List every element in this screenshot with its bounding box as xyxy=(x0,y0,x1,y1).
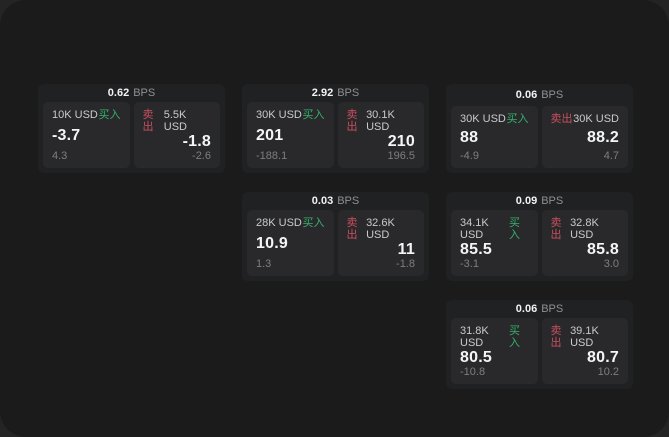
buy-price: 10.9 xyxy=(256,235,288,252)
sell-panel[interactable]: 卖出 32.6K USD 11 -1.8 xyxy=(337,210,424,276)
buy-label: 买入 xyxy=(508,325,520,349)
buy-sub-value: 4.3 xyxy=(52,150,68,162)
sell-price: 210 xyxy=(387,133,415,150)
sell-sub-value: 196.5 xyxy=(387,150,415,162)
quote-card-1: 0.62 BPS 10K USD 买入 -3.7 4.3 卖出 5.5K USD… xyxy=(38,84,225,173)
sell-label: 卖出 xyxy=(346,217,358,241)
sell-size: 32.8K USD xyxy=(570,217,599,241)
sell-sub-value: 3.0 xyxy=(603,258,619,270)
sell-sub-value: -1.8 xyxy=(396,258,415,270)
bps-value: 0.03 xyxy=(311,195,334,207)
buy-price: 88 xyxy=(460,129,479,146)
buy-price: 85.5 xyxy=(460,241,492,258)
buy-size: 31.8K USD xyxy=(460,325,489,349)
buy-size: 30K USD xyxy=(460,113,506,125)
sell-panel[interactable]: 卖出 30K USD 88.2 4.7 xyxy=(541,106,628,168)
bps-header: 0.03 BPS xyxy=(242,192,429,210)
sell-panel[interactable]: 卖出 30.1K USD 210 196.5 xyxy=(337,102,424,168)
buy-panel[interactable]: 30K USD 买入 201 -188.1 xyxy=(247,102,334,168)
buy-sub-value: -10.8 xyxy=(460,366,486,378)
sell-panel[interactable]: 卖出 32.8K USD 85.8 3.0 xyxy=(541,210,628,276)
bps-header: 0.09 BPS xyxy=(446,192,633,210)
sell-price: 11 xyxy=(397,241,415,258)
sell-sub-value: -2.6 xyxy=(192,150,211,162)
bps-value: 0.09 xyxy=(515,195,538,207)
bps-header: 0.06 BPS xyxy=(446,300,633,318)
quote-card-6: 0.06 BPS 31.8K USD 买入 80.5 -10.8 卖出 39.1… xyxy=(446,300,633,389)
bps-header: 0.06 BPS xyxy=(446,84,633,106)
sell-label: 卖出 xyxy=(550,217,562,241)
buy-panel[interactable]: 10K USD 买入 -3.7 4.3 xyxy=(43,102,130,168)
sell-label: 卖出 xyxy=(550,113,573,125)
buy-sub-value: -3.1 xyxy=(460,258,479,270)
buy-panel[interactable]: 31.8K USD 买入 80.5 -10.8 xyxy=(451,318,538,384)
quote-card-body: 31.8K USD 买入 80.5 -10.8 卖出 39.1K USD 80.… xyxy=(446,318,633,389)
bps-unit-label: BPS xyxy=(133,87,156,99)
sell-size: 5.5K USD xyxy=(163,109,187,133)
bps-value: 0.06 xyxy=(515,89,538,101)
sell-price: 88.2 xyxy=(587,129,619,146)
bps-unit-label: BPS xyxy=(337,195,360,207)
bps-header: 2.92 BPS xyxy=(242,84,429,102)
bps-unit-label: BPS xyxy=(337,87,360,99)
quote-card-body: 28K USD 买入 10.9 1.3 卖出 32.6K USD 11 -1.8 xyxy=(242,210,429,281)
buy-size: 10K USD xyxy=(52,109,98,121)
buy-sub-value: -4.9 xyxy=(460,150,479,162)
buy-label: 买入 xyxy=(302,109,325,121)
sell-panel[interactable]: 卖出 5.5K USD -1.8 -2.6 xyxy=(133,102,220,168)
buy-size: 30K USD xyxy=(256,109,302,121)
quote-card-body: 30K USD 买入 88 -4.9 卖出 30K USD 88.2 4.7 xyxy=(446,106,633,173)
sell-sub-value: 4.7 xyxy=(603,150,619,162)
buy-price: 80.5 xyxy=(460,349,492,366)
quote-card-5: 0.09 BPS 34.1K USD 买入 85.5 -3.1 卖出 32.8K… xyxy=(446,192,633,281)
bps-unit-label: BPS xyxy=(541,89,564,101)
buy-size: 34.1K USD xyxy=(460,217,489,241)
sell-size: 30K USD xyxy=(573,113,619,125)
quote-card-body: 30K USD 买入 201 -188.1 卖出 30.1K USD 210 1… xyxy=(242,102,429,173)
buy-price: 201 xyxy=(256,127,284,144)
buy-size: 28K USD xyxy=(256,217,302,229)
buy-panel[interactable]: 30K USD 买入 88 -4.9 xyxy=(451,106,538,168)
quote-card-body: 10K USD 买入 -3.7 4.3 卖出 5.5K USD -1.8 -2.… xyxy=(38,102,225,173)
sell-label: 卖出 xyxy=(346,109,358,133)
bps-value: 0.06 xyxy=(515,303,538,315)
quote-card-2: 2.92 BPS 30K USD 买入 201 -188.1 卖出 30.1K … xyxy=(242,84,429,173)
sell-size: 39.1K USD xyxy=(570,325,599,349)
sell-size: 30.1K USD xyxy=(366,109,395,133)
buy-label: 买入 xyxy=(302,217,325,229)
quote-card-4: 0.03 BPS 28K USD 买入 10.9 1.3 卖出 32.6K US… xyxy=(242,192,429,281)
buy-label: 买入 xyxy=(506,113,529,125)
bps-unit-label: BPS xyxy=(541,195,564,207)
buy-price: -3.7 xyxy=(52,127,81,144)
buy-sub-value: -188.1 xyxy=(256,150,288,162)
buy-label: 买入 xyxy=(98,109,121,121)
sell-price: 85.8 xyxy=(587,241,619,258)
sell-label: 卖出 xyxy=(142,109,154,133)
sell-price: -1.8 xyxy=(182,133,211,150)
buy-label: 买入 xyxy=(508,217,520,241)
sell-label: 卖出 xyxy=(550,325,562,349)
sell-panel[interactable]: 卖出 39.1K USD 80.7 10.2 xyxy=(541,318,628,384)
sell-sub-value: 10.2 xyxy=(597,366,619,378)
bps-unit-label: BPS xyxy=(541,303,564,315)
quote-card-body: 34.1K USD 买入 85.5 -3.1 卖出 32.8K USD 85.8… xyxy=(446,210,633,281)
bps-value: 0.62 xyxy=(107,87,130,99)
bps-value: 2.92 xyxy=(311,87,334,99)
buy-panel[interactable]: 28K USD 买入 10.9 1.3 xyxy=(247,210,334,276)
sell-size: 32.6K USD xyxy=(366,217,395,241)
sell-price: 80.7 xyxy=(587,349,619,366)
buy-sub-value: 1.3 xyxy=(256,258,272,270)
quote-card-3: 0.06 BPS 30K USD 买入 88 -4.9 卖出 30K USD 8… xyxy=(446,84,633,173)
buy-panel[interactable]: 34.1K USD 买入 85.5 -3.1 xyxy=(451,210,538,276)
bps-header: 0.62 BPS xyxy=(38,84,225,102)
